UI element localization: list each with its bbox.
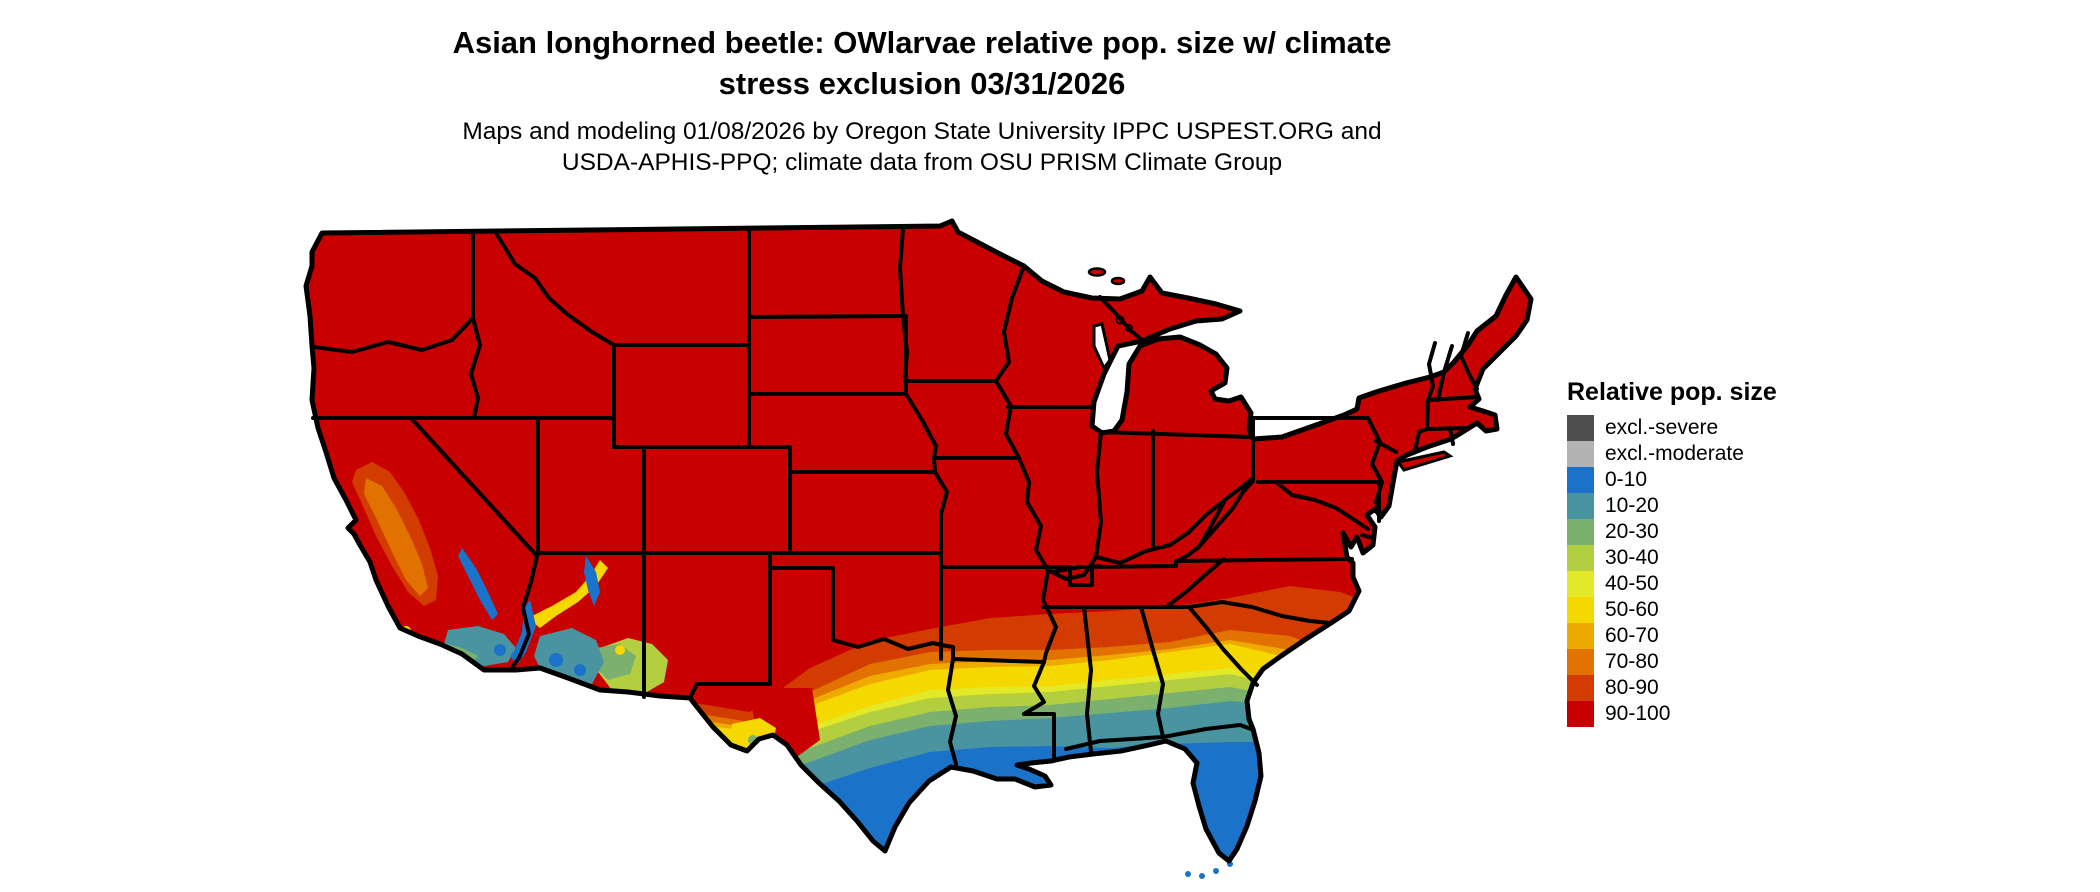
florida-keys-dot3 [1213, 868, 1219, 874]
isle-royale-island [1087, 267, 1107, 277]
maine-coast-speck2 [1493, 347, 1499, 353]
legend-item: 70-80 [1567, 649, 1777, 675]
legend-color-swatch [1567, 701, 1594, 727]
region-az-green [596, 644, 636, 680]
legend-item: 80-90 [1567, 675, 1777, 701]
us-outline [303, 218, 1534, 864]
florida-keys-dot2 [1199, 873, 1205, 879]
legend-item-label: 30-40 [1605, 546, 1659, 569]
legend-color-swatch [1567, 597, 1594, 623]
legend-item: 20-30 [1567, 519, 1777, 545]
region-socal-blue1 [494, 644, 506, 656]
legend-item-label: excl.-moderate [1605, 442, 1744, 465]
legend-color-swatch [1567, 415, 1594, 441]
legend: Relative pop. size excl.-severe excl.-mo… [1567, 378, 1777, 727]
region-az-yellow-spot [615, 645, 625, 655]
legend-item-label: 90-100 [1605, 702, 1671, 725]
legend-item: excl.-moderate [1567, 441, 1777, 467]
legend-item-label: 20-30 [1605, 520, 1659, 543]
region-az-blue2 [574, 664, 586, 676]
legend-rows: excl.-severe excl.-moderate 0-10 10-20 2… [1567, 415, 1777, 727]
legend-item-label: 50-60 [1605, 598, 1659, 621]
legend-item: 10-20 [1567, 493, 1777, 519]
legend-item: 30-40 [1567, 545, 1777, 571]
region-sierra-blue [458, 548, 498, 620]
map-subtitle-line2: USDA-APHIS-PPQ; climate data from OSU PR… [561, 149, 1283, 176]
legend-item-label: 40-50 [1605, 572, 1659, 595]
legend-item-label: 0-10 [1605, 468, 1648, 491]
map-title: Asian longhorned beetle: OWlarvae relati… [322, 22, 1522, 104]
legend-item: 90-100 [1567, 701, 1777, 727]
legend-color-swatch [1567, 467, 1594, 493]
region-az-yellow-strip [528, 560, 608, 628]
region-az-blue-sliver [584, 556, 600, 606]
legend-item: excl.-severe [1567, 415, 1777, 441]
legend-item: 0-10 [1567, 467, 1777, 493]
legend-title: Relative pop. size [1567, 378, 1777, 406]
legend-color-swatch [1567, 623, 1594, 649]
map-subtitle: Maps and modeling 01/08/2026 by Oregon S… [322, 116, 1522, 178]
region-az-blue1 [549, 653, 563, 667]
legend-item-label: 70-80 [1605, 650, 1659, 673]
legend-color-swatch [1567, 545, 1594, 571]
legend-color-swatch [1567, 571, 1594, 597]
legend-item-label: 60-70 [1605, 624, 1659, 647]
legend-item-label: 10-20 [1605, 494, 1659, 517]
region-ca-valley-inner [364, 478, 428, 596]
legend-color-swatch [1567, 675, 1594, 701]
legend-color-swatch [1567, 441, 1594, 467]
region-colorado-river-blue [512, 600, 536, 664]
florida-keys-dot1 [1185, 871, 1191, 877]
legend-color-swatch [1567, 493, 1594, 519]
legend-item-label: excl.-severe [1605, 416, 1719, 439]
legend-item: 60-70 [1567, 623, 1777, 649]
legend-color-swatch [1567, 649, 1594, 675]
maine-coast-speck1 [1503, 335, 1509, 341]
superior-island [1110, 276, 1126, 286]
legend-item-label: 80-90 [1605, 676, 1659, 699]
legend-color-swatch [1567, 519, 1594, 545]
legend-item: 50-60 [1567, 597, 1777, 623]
map-title-line1: Asian longhorned beetle: OWlarvae relati… [452, 25, 1392, 60]
map-subtitle-line1: Maps and modeling 01/08/2026 by Oregon S… [462, 118, 1382, 145]
map-title-line2: stress exclusion 03/31/2026 [718, 66, 1126, 101]
long-island [1395, 450, 1454, 472]
legend-item: 40-50 [1567, 571, 1777, 597]
